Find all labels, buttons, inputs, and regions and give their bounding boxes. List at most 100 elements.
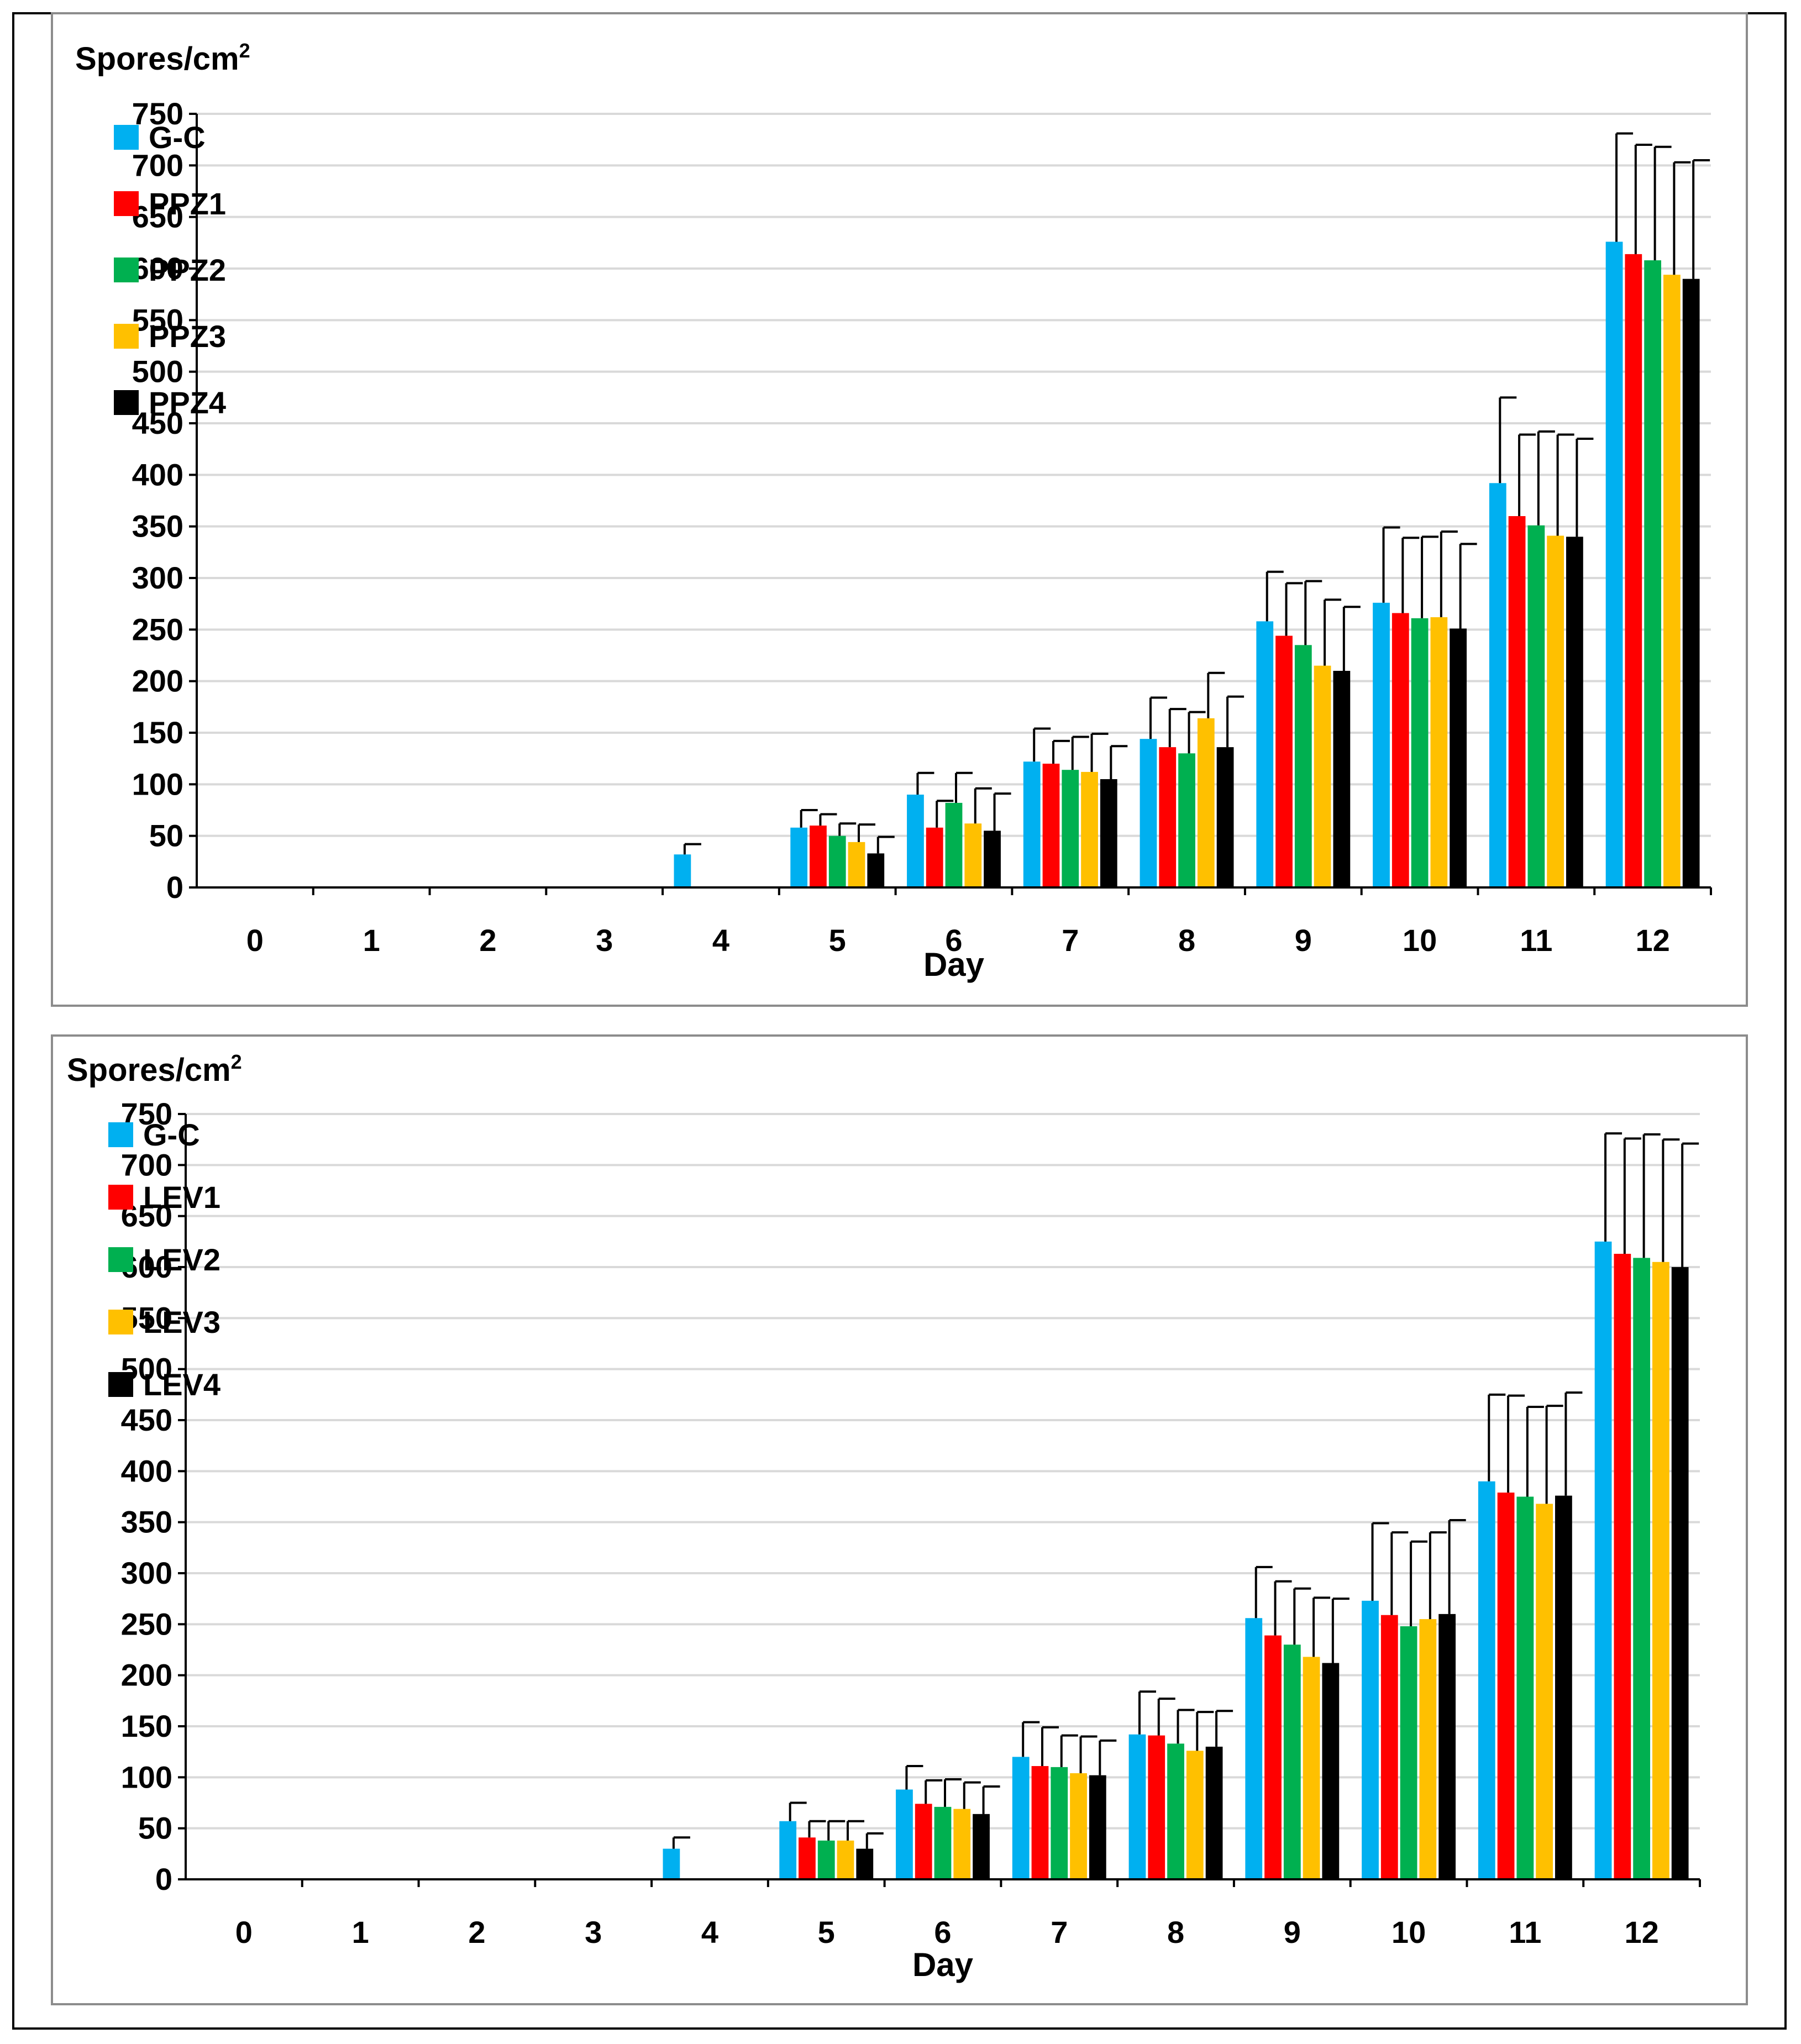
bar-lev2-day-12 — [1633, 1258, 1651, 1879]
bar-lev1-day-12 — [1614, 1253, 1631, 1879]
legend-label-g-c: G-C — [149, 120, 206, 155]
bar-ppz3-day-6 — [964, 823, 982, 887]
bar-lev1-day-9 — [1264, 1635, 1282, 1879]
legend-swatch-ppz4 — [114, 390, 139, 415]
bar-ppz2-day-10 — [1411, 618, 1429, 887]
bar-ppz2-day-11 — [1527, 525, 1545, 887]
bar-ppz3-day-9 — [1314, 665, 1331, 887]
y-tick-label: 0 — [166, 870, 183, 905]
y-tick-label: 650 — [132, 199, 183, 234]
bar-g-c-day-5 — [779, 1821, 797, 1879]
bar-ppz3-day-11 — [1547, 535, 1564, 887]
x-axis-label: Day — [923, 946, 985, 983]
x-tick-label: 11 — [1509, 1915, 1541, 1950]
x-tick-label: 10 — [1392, 1915, 1426, 1950]
y-tick-label: 200 — [121, 1658, 172, 1693]
x-tick-label: 8 — [1167, 1915, 1184, 1950]
legend-swatch-lev4 — [108, 1372, 133, 1397]
bar-ppz2-day-8 — [1178, 753, 1195, 887]
y-tick-label: 350 — [132, 509, 183, 544]
y-tick-label: 350 — [121, 1505, 172, 1539]
x-tick-label: 0 — [246, 923, 264, 958]
legend-label-g-c: G-C — [143, 1117, 200, 1152]
x-tick-label: 9 — [1284, 1915, 1301, 1950]
y-tick-label: 600 — [132, 251, 183, 286]
bar-lev4-day-5 — [856, 1848, 874, 1879]
x-tick-label: 9 — [1295, 923, 1312, 958]
x-tick-label: 3 — [596, 923, 613, 958]
x-tick-label: 4 — [701, 1915, 718, 1950]
bar-g-c-day-10 — [1362, 1600, 1379, 1879]
y-tick-label: 450 — [121, 1402, 172, 1437]
x-tick-label: 6 — [945, 923, 962, 958]
x-tick-label: 6 — [934, 1915, 951, 1950]
bar-ppz3-day-7 — [1081, 771, 1098, 887]
bar-lev3-day-11 — [1536, 1504, 1553, 1879]
y-tick-label: 400 — [132, 457, 183, 492]
bar-lev2-day-7 — [1051, 1767, 1068, 1879]
y-tick-label: 100 — [132, 766, 183, 801]
bar-ppz1-day-6 — [926, 827, 943, 887]
x-tick-label: 12 — [1635, 923, 1669, 958]
x-tick-label: 2 — [468, 1915, 485, 1950]
bar-ppz4-day-10 — [1450, 628, 1467, 887]
bar-g-c-day-4 — [663, 1848, 680, 1879]
x-tick-label: 0 — [235, 1915, 253, 1950]
bar-lev2-day-8 — [1167, 1743, 1184, 1879]
y-tick-label: 200 — [132, 664, 183, 698]
bar-ppz4-day-9 — [1333, 671, 1351, 887]
bar-ppz1-day-8 — [1159, 747, 1177, 887]
bar-lev3-day-5 — [837, 1840, 854, 1879]
legend-label-lev1: LEV1 — [143, 1180, 220, 1215]
bar-lev3-day-6 — [953, 1809, 971, 1879]
bar-lev3-day-8 — [1186, 1751, 1204, 1879]
bar-lev1-day-6 — [915, 1804, 932, 1879]
bar-lev3-day-9 — [1303, 1657, 1320, 1879]
bar-lev2-day-6 — [934, 1806, 952, 1879]
bar-ppz4-day-7 — [1100, 779, 1117, 887]
bar-ppz1-day-12 — [1625, 254, 1642, 887]
bar-lev3-day-10 — [1419, 1619, 1437, 1879]
x-tick-label: 1 — [352, 1915, 369, 1950]
legend-swatch-g-c — [114, 125, 139, 150]
x-tick-label: 2 — [479, 923, 496, 958]
legend-swatch-ppz1 — [114, 191, 139, 216]
y-tick-label: 550 — [132, 302, 183, 337]
bar-g-c-day-12 — [1594, 1241, 1612, 1879]
x-tick-label: 5 — [818, 1915, 835, 1950]
legend-label-ppz1: PPZ1 — [149, 186, 226, 221]
y-tick-label: 150 — [121, 1709, 172, 1743]
y-tick-label: 700 — [121, 1147, 172, 1182]
bar-lev1-day-8 — [1148, 1735, 1165, 1879]
bar-g-c-day-11 — [1478, 1481, 1495, 1879]
bar-lev4-day-9 — [1322, 1663, 1340, 1879]
bar-g-c-day-9 — [1256, 621, 1274, 887]
bar-ppz2-day-5 — [828, 836, 846, 887]
x-tick-label: 7 — [1051, 1915, 1068, 1950]
chart-panel-lev: Spores/cm2 Day 0 50 100 150 200 250 300 350 400 4… — [51, 1034, 1748, 2005]
bar-lev2-day-10 — [1400, 1626, 1417, 1879]
x-tick-label: 11 — [1520, 923, 1552, 958]
bar-ppz4-day-6 — [984, 831, 1001, 887]
bar-ppz1-day-9 — [1275, 635, 1293, 887]
legend-label-ppz4: PPZ4 — [149, 385, 226, 420]
bar-lev2-day-11 — [1516, 1496, 1534, 1879]
bar-lev3-day-7 — [1070, 1773, 1087, 1879]
bar-lev1-day-10 — [1380, 1615, 1398, 1879]
bar-g-c-day-8 — [1140, 739, 1157, 887]
bar-g-c-day-12 — [1605, 241, 1623, 887]
bar-ppz1-day-7 — [1042, 764, 1060, 887]
x-tick-label: 5 — [829, 923, 846, 958]
y-tick-label: 50 — [149, 818, 183, 853]
y-tick-label: 0 — [155, 1862, 172, 1896]
y-tick-label: 500 — [132, 354, 183, 389]
y-tick-label: 300 — [132, 560, 183, 595]
bar-ppz1-day-11 — [1508, 516, 1526, 887]
bar-lev1-day-11 — [1497, 1493, 1515, 1879]
bar-ppz1-day-5 — [810, 826, 827, 887]
chart-panel-ppz: Spores/cm2 Day 0 50 100 150 200 250 300 350 400 4… — [51, 12, 1748, 1007]
bar-ppz1-day-10 — [1392, 613, 1409, 887]
y-axis-label: Spores/cm2 — [75, 39, 250, 77]
x-tick-label: 8 — [1178, 923, 1195, 958]
legend-label-ppz2: PPZ2 — [149, 253, 226, 287]
